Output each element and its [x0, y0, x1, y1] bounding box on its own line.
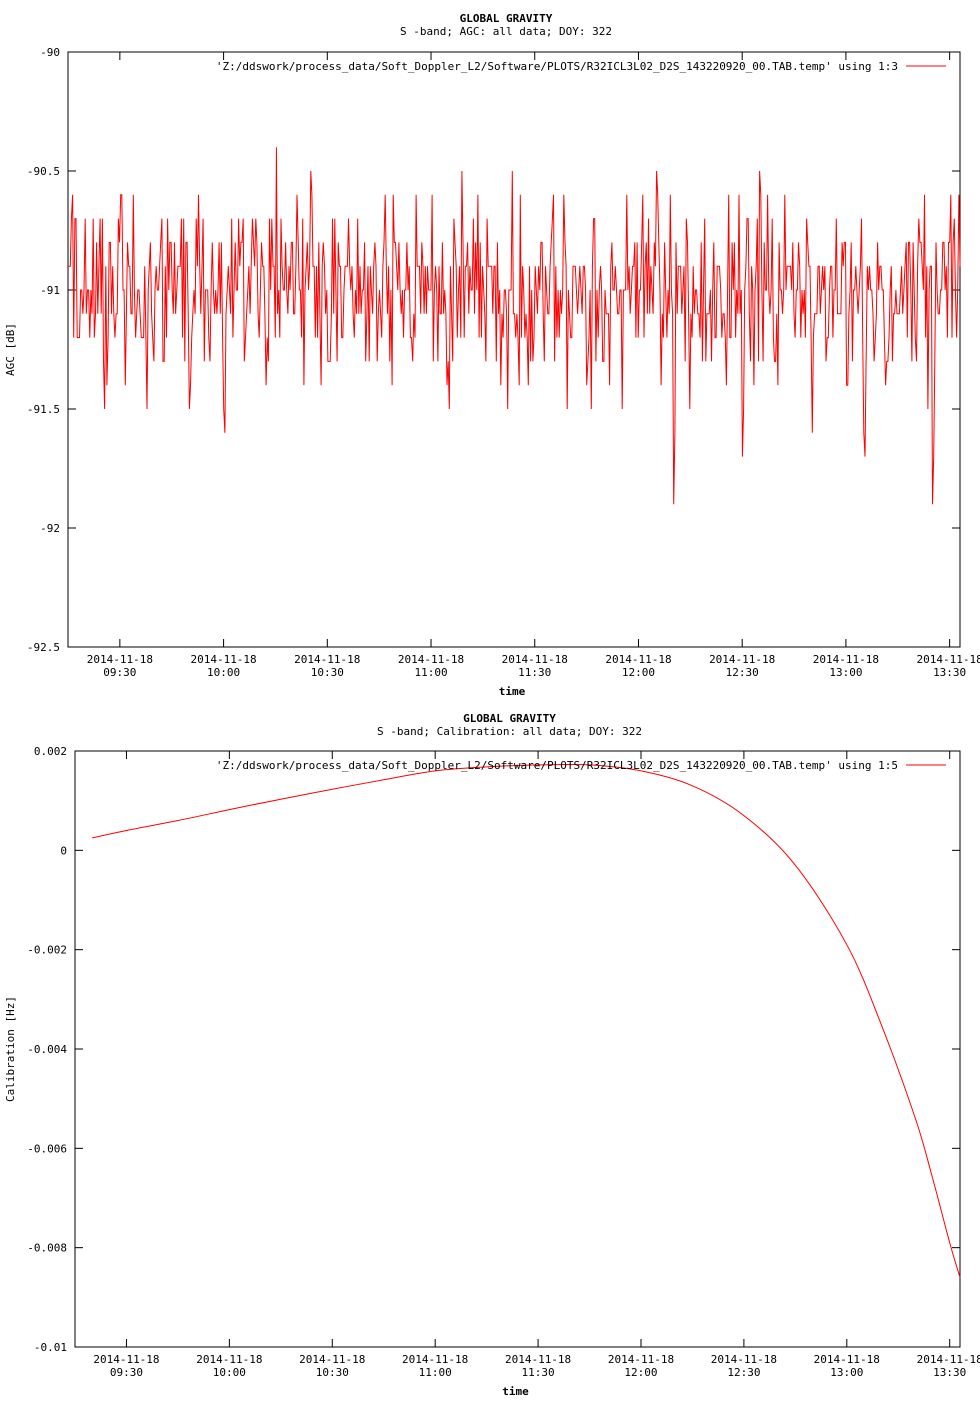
- x-tick-date-label: 2014-11-18: [87, 653, 153, 666]
- chart-subtitle: S -band; AGC: all data; DOY: 322: [400, 25, 612, 38]
- x-tick-label: 10:00: [207, 666, 240, 679]
- x-tick-date-label: 2014-11-18: [917, 1353, 980, 1366]
- y-tick-label: -0.004: [27, 1043, 67, 1056]
- y-tick-label: -90.5: [27, 165, 60, 178]
- x-tick-label: 09:30: [110, 1366, 143, 1379]
- chart-title: GLOBAL GRAVITY: [460, 12, 553, 25]
- x-tick-date-label: 2014-11-18: [711, 1353, 777, 1366]
- chart-title: GLOBAL GRAVITY: [463, 712, 556, 725]
- y-tick-label: -92.5: [27, 641, 60, 654]
- x-axis-label: time: [502, 1385, 529, 1398]
- series-line: [92, 763, 961, 1278]
- y-tick-label: -0.002: [27, 944, 67, 957]
- series-line: [68, 147, 961, 505]
- plot-frame: [67, 51, 961, 648]
- x-tick-label: 10:00: [213, 1366, 246, 1379]
- x-tick-date-label: 2014-11-18: [502, 653, 568, 666]
- x-tick-date-label: 2014-11-18: [402, 1353, 468, 1366]
- chart-subtitle: S -band; Calibration: all data; DOY: 322: [377, 725, 642, 738]
- x-tick-label: 12:00: [622, 666, 655, 679]
- x-tick-label: 11:30: [522, 1366, 555, 1379]
- y-tick-label: -0.01: [34, 1341, 67, 1354]
- x-tick-label: 13:30: [933, 666, 966, 679]
- y-tick-label: -92: [40, 522, 60, 535]
- plot-frame: [74, 750, 961, 1348]
- x-tick-date-label: 2014-11-18: [299, 1353, 365, 1366]
- x-tick-label: 12:30: [727, 1366, 760, 1379]
- x-tick-date-label: 2014-11-18: [917, 653, 980, 666]
- y-tick-label: -91: [40, 284, 60, 297]
- y-tick-label: 0: [60, 844, 67, 857]
- x-tick-date-label: 2014-11-18: [709, 653, 775, 666]
- y-axis-label: AGC [dB]: [4, 323, 17, 376]
- x-tick-label: 09:30: [103, 666, 136, 679]
- x-tick-date-label: 2014-11-18: [398, 653, 464, 666]
- x-tick-label: 10:30: [316, 1366, 349, 1379]
- x-tick-date-label: 2014-11-18: [505, 1353, 571, 1366]
- y-tick-label: -90: [40, 46, 60, 59]
- y-axis-label: Calibration [Hz]: [4, 996, 17, 1102]
- x-tick-date-label: 2014-11-18: [605, 653, 671, 666]
- x-tick-label: 10:30: [311, 666, 344, 679]
- x-tick-date-label: 2014-11-18: [190, 653, 256, 666]
- x-tick-date-label: 2014-11-18: [608, 1353, 674, 1366]
- x-tick-label: 13:00: [830, 1366, 863, 1379]
- y-tick-label: -91.5: [27, 403, 60, 416]
- x-tick-date-label: 2014-11-18: [813, 653, 879, 666]
- x-tick-date-label: 2014-11-18: [814, 1353, 880, 1366]
- legend-entry: 'Z:/ddswork/process_data/Soft_Doppler_L2…: [216, 60, 898, 73]
- x-tick-label: 13:30: [933, 1366, 966, 1379]
- x-tick-label: 11:30: [518, 666, 551, 679]
- x-tick-date-label: 2014-11-18: [93, 1353, 159, 1366]
- x-tick-label: 13:00: [829, 666, 862, 679]
- x-tick-date-label: 2014-11-18: [196, 1353, 262, 1366]
- y-tick-label: -0.006: [27, 1142, 67, 1155]
- y-tick-label: -0.008: [27, 1242, 67, 1255]
- x-tick-label: 11:00: [414, 666, 447, 679]
- legend-entry: 'Z:/ddswork/process_data/Soft_Doppler_L2…: [216, 759, 898, 772]
- x-tick-label: 11:00: [419, 1366, 452, 1379]
- y-tick-label: 0.002: [34, 745, 67, 758]
- x-tick-date-label: 2014-11-18: [294, 653, 360, 666]
- x-tick-label: 12:00: [624, 1366, 657, 1379]
- x-tick-label: 12:30: [726, 666, 759, 679]
- x-axis-label: time: [499, 685, 526, 698]
